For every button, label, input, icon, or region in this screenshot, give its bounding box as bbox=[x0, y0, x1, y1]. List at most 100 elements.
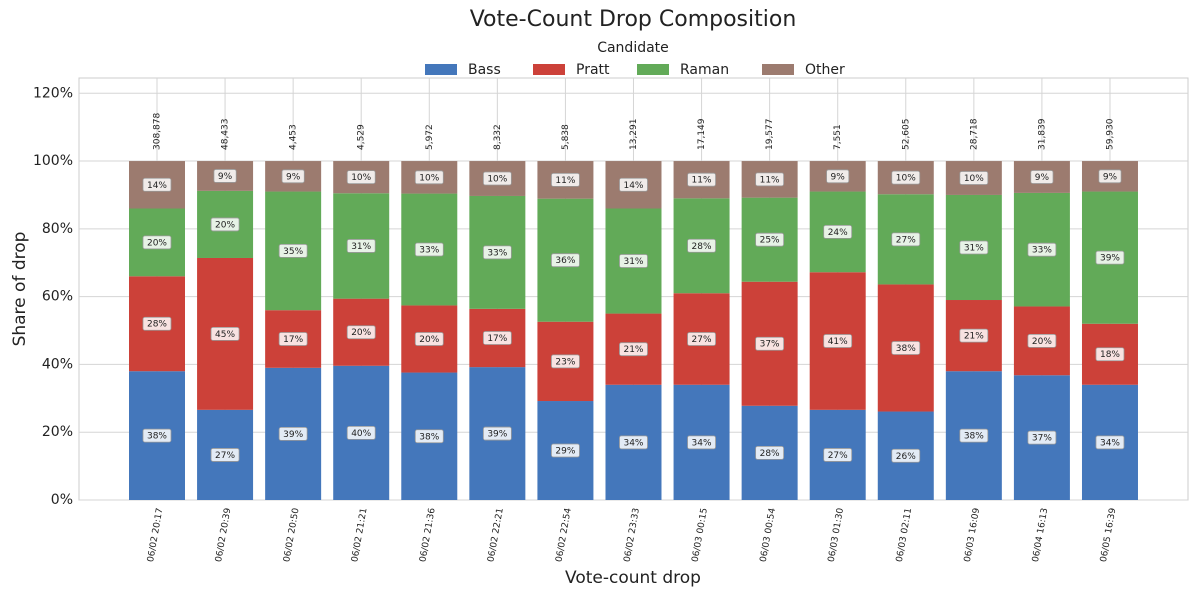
value-label: 37% bbox=[1032, 434, 1052, 444]
label-box bbox=[281, 169, 305, 184]
value-label: 39% bbox=[487, 430, 507, 440]
value-label: 34% bbox=[692, 438, 712, 448]
value-label: 9% bbox=[1103, 172, 1118, 182]
label-box bbox=[826, 169, 850, 184]
value-label: 10% bbox=[487, 175, 507, 185]
total-label: 4,453 bbox=[289, 124, 299, 150]
x-tick-label: 06/03 00:54 bbox=[759, 507, 778, 563]
x-tick-label: 06/02 23:33 bbox=[623, 507, 642, 563]
legend-swatch bbox=[762, 64, 794, 75]
label-box bbox=[1027, 333, 1057, 348]
label-box bbox=[142, 316, 172, 331]
value-label: 36% bbox=[555, 256, 575, 266]
label-box bbox=[551, 443, 580, 458]
x-tick-label: 06/03 02:11 bbox=[895, 507, 914, 563]
value-label: 28% bbox=[692, 242, 712, 252]
legend-label: Bass bbox=[468, 62, 501, 78]
value-label: 11% bbox=[692, 176, 712, 186]
total-label: 28,718 bbox=[969, 118, 979, 150]
legend-title: Candidate bbox=[597, 40, 669, 56]
label-box bbox=[619, 435, 648, 450]
label-box bbox=[213, 169, 237, 183]
total-label: 8,332 bbox=[493, 124, 503, 150]
value-label: 10% bbox=[351, 173, 371, 183]
value-label: 20% bbox=[351, 328, 371, 338]
value-label: 41% bbox=[828, 337, 848, 347]
legend-label: Raman bbox=[680, 62, 729, 78]
x-tick-label: 06/02 20:39 bbox=[214, 507, 233, 563]
label-box bbox=[210, 448, 240, 462]
value-label: 9% bbox=[286, 172, 301, 182]
label-box bbox=[482, 171, 512, 186]
total-label: 7,551 bbox=[833, 124, 843, 150]
label-box bbox=[1027, 430, 1057, 445]
value-label: 11% bbox=[760, 175, 780, 185]
y-tick-label: 0% bbox=[51, 492, 73, 508]
total-label: 13,291 bbox=[629, 119, 639, 151]
label-box bbox=[278, 243, 308, 258]
value-label: 33% bbox=[487, 248, 507, 258]
chart-title: Vote-Count Drop Composition bbox=[470, 7, 797, 32]
value-label: 28% bbox=[147, 320, 167, 330]
value-label: 18% bbox=[1100, 350, 1120, 360]
label-box bbox=[414, 332, 444, 346]
label-box bbox=[278, 427, 308, 441]
total-label: 48,433 bbox=[221, 119, 231, 151]
legend-label: Pratt bbox=[576, 62, 610, 78]
value-label: 21% bbox=[623, 345, 643, 355]
label-box bbox=[823, 448, 853, 462]
value-label: 38% bbox=[964, 432, 984, 442]
value-label: 17% bbox=[283, 335, 303, 345]
total-label: 19,577 bbox=[765, 119, 775, 151]
value-label: 9% bbox=[218, 172, 233, 182]
label-box bbox=[619, 342, 648, 357]
label-box bbox=[278, 332, 308, 346]
value-label: 9% bbox=[1035, 173, 1050, 183]
legend-swatch bbox=[637, 64, 669, 75]
label-box bbox=[823, 224, 853, 239]
total-label: 17,149 bbox=[697, 118, 707, 150]
label-box bbox=[891, 170, 921, 185]
label-box bbox=[755, 445, 785, 460]
value-label: 31% bbox=[351, 242, 371, 252]
label-box bbox=[142, 428, 172, 443]
x-tick-label: 06/02 22:54 bbox=[554, 507, 573, 563]
value-label: 31% bbox=[623, 257, 643, 267]
total-label: 5,972 bbox=[425, 124, 435, 150]
label-box bbox=[959, 171, 989, 185]
label-box bbox=[619, 177, 648, 192]
label-box bbox=[210, 327, 240, 341]
label-box bbox=[1030, 170, 1054, 184]
total-label: 4,529 bbox=[357, 124, 367, 150]
total-label: 308,878 bbox=[153, 113, 163, 150]
value-label: 39% bbox=[283, 430, 303, 440]
label-box bbox=[687, 172, 716, 187]
x-tick-label: 06/03 01:30 bbox=[827, 507, 846, 563]
label-box bbox=[414, 429, 444, 444]
value-label: 27% bbox=[828, 451, 848, 461]
label-box bbox=[482, 245, 512, 260]
label-box bbox=[1095, 250, 1125, 265]
label-box bbox=[414, 170, 444, 185]
label-box bbox=[346, 325, 376, 340]
y-axis-label: Share of drop bbox=[10, 232, 30, 347]
value-label: 23% bbox=[555, 357, 575, 367]
y-tick-label: 100% bbox=[33, 153, 73, 169]
legend-swatch bbox=[533, 64, 565, 75]
value-label: 31% bbox=[964, 243, 984, 253]
label-box bbox=[551, 253, 580, 268]
label-box bbox=[1027, 242, 1057, 257]
label-box bbox=[823, 334, 853, 348]
value-label: 10% bbox=[896, 174, 916, 184]
value-label: 24% bbox=[828, 228, 848, 238]
label-box bbox=[346, 239, 376, 253]
value-label: 27% bbox=[896, 235, 916, 245]
value-label: 35% bbox=[283, 247, 303, 257]
label-box bbox=[755, 336, 785, 351]
total-label: 52,605 bbox=[901, 119, 911, 151]
label-box bbox=[482, 331, 512, 345]
label-box bbox=[142, 177, 172, 192]
legend-swatch bbox=[425, 64, 457, 75]
y-tick-label: 120% bbox=[33, 85, 73, 101]
value-label: 20% bbox=[215, 220, 235, 230]
